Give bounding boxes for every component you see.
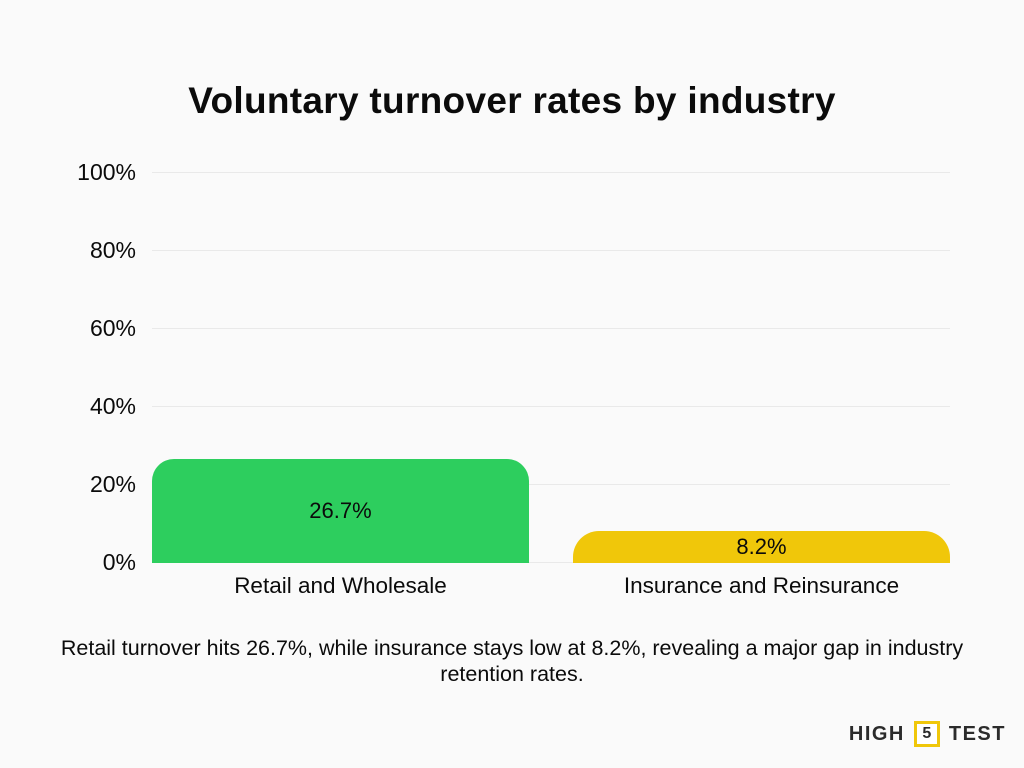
- chart-caption: Retail turnover hits 26.7%, while insura…: [60, 636, 964, 686]
- gridline-80%: [152, 250, 950, 251]
- gridline-40%: [152, 406, 950, 407]
- logo-number-5: 5: [922, 725, 932, 742]
- x-axis: Retail and Wholesale Insurance and Reinsu…: [152, 573, 950, 603]
- bar-chart: 0% 20% 40% 60% 80% 100% 26.7% 8.2% Retail and …: [0, 159, 1024, 603]
- gridline-60%: [152, 328, 950, 329]
- logo-text-test: TEST: [948, 722, 1006, 745]
- logo-text-high: HIGH: [848, 722, 905, 745]
- high5test-logo: HIGH 5 TEST: [849, 721, 1006, 747]
- y-axis-tick-60%: 60%: [89, 315, 136, 341]
- y-axis-tick-80%: 80%: [89, 237, 136, 263]
- y-axis-tick-20%: 20%: [89, 471, 136, 497]
- x-axis-category-label: Retail and Wholesale: [234, 573, 447, 598]
- bar-retail-and-wholesale: 26.7%: [152, 459, 529, 563]
- y-axis-tick-0%: 0%: [102, 549, 136, 575]
- bar-value-label: 8.2%: [736, 534, 787, 559]
- y-axis-tick-40%: 40%: [89, 393, 136, 419]
- bar-insurance-and-reinsurance: 8.2%: [573, 531, 950, 563]
- logo-5-box: 5: [913, 721, 940, 747]
- chart-title: Voluntary turnover rates by industry: [188, 80, 836, 121]
- gridline-100%: [152, 172, 950, 173]
- gridline-20%: [152, 484, 950, 485]
- bar-value-label: 26.7%: [309, 498, 372, 523]
- y-axis: 0% 20% 40% 60% 80% 100%: [0, 159, 136, 575]
- y-axis-tick-100%: 100%: [77, 159, 136, 185]
- plot-area: 26.7% 8.2%: [152, 172, 950, 563]
- x-axis-category-label: Insurance and Reinsurance: [623, 573, 900, 598]
- gridline-0%: [152, 562, 950, 563]
